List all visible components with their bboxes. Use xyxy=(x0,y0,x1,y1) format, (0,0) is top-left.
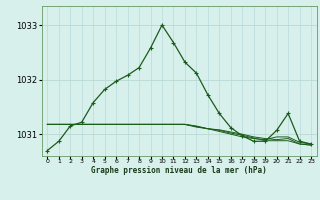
X-axis label: Graphe pression niveau de la mer (hPa): Graphe pression niveau de la mer (hPa) xyxy=(91,166,267,175)
